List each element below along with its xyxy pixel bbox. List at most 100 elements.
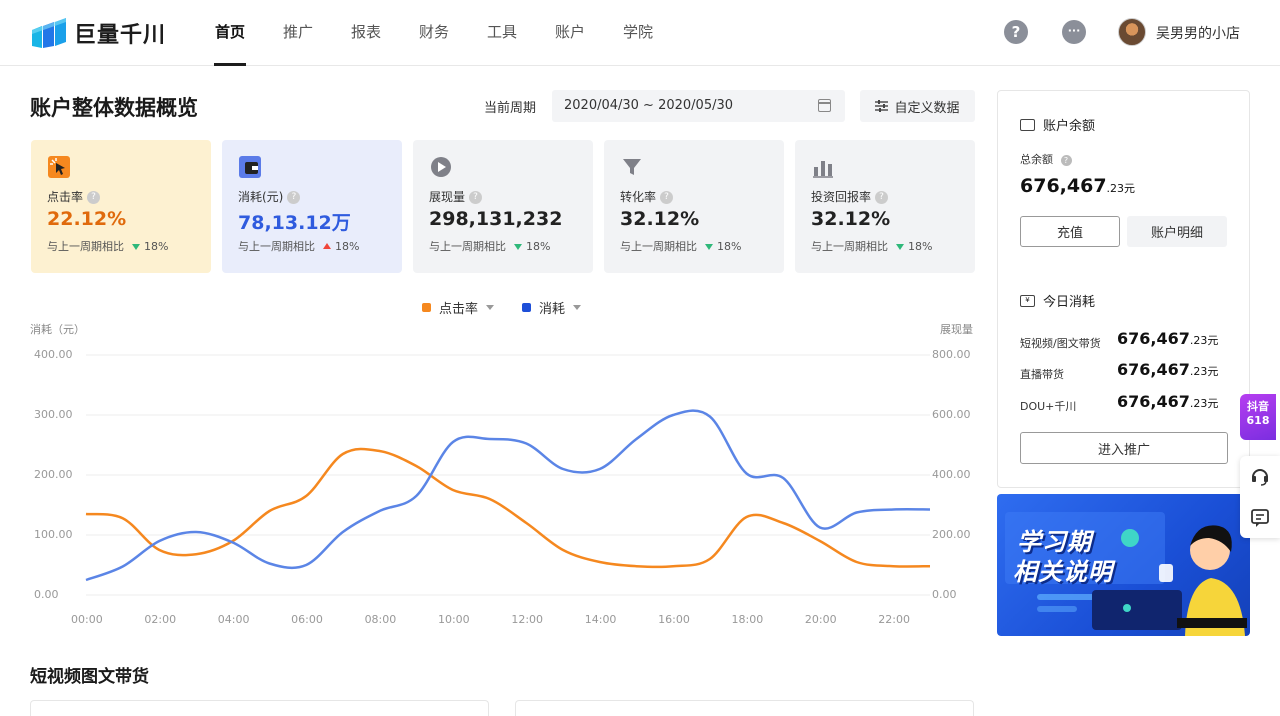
metric-label: 点击率? xyxy=(47,188,101,205)
x-tick: 18:00 xyxy=(731,613,764,626)
arrow-down-icon xyxy=(896,244,904,250)
legend-label-ctr: 点击率 xyxy=(439,302,479,317)
message-icon[interactable]: ··· xyxy=(1062,20,1086,44)
nav-item[interactable]: 工具 xyxy=(486,23,517,41)
y-axis-right-title: 展现量 xyxy=(940,323,973,336)
date-range-picker[interactable]: 2020/04/30 ~ 2020/05/30 xyxy=(552,90,845,122)
metric-label: 消耗(元)? xyxy=(238,188,301,205)
x-tick: 04:00 xyxy=(217,613,250,626)
amount-int: 676,467 xyxy=(1117,360,1190,379)
feedback-icon[interactable] xyxy=(1250,508,1270,528)
avatar[interactable] xyxy=(1118,18,1146,46)
section-title: 短视频图文带货 xyxy=(30,667,149,687)
y-axis-left-title: 消耗（元） xyxy=(30,323,85,336)
question-icon[interactable]: ? xyxy=(660,191,674,204)
metric-label-text: 投资回报率 xyxy=(811,190,872,204)
question-icon[interactable]: ? xyxy=(287,191,301,204)
brand-name: 巨量千川 xyxy=(74,23,167,48)
side-toolbar xyxy=(1240,456,1280,538)
y-left-tick: 0.00 xyxy=(34,588,59,601)
metric-value: 298,131,232 xyxy=(429,208,563,230)
user-name[interactable]: 吴男男的小店 xyxy=(1156,26,1240,42)
total-balance-value: 676,467.23元 xyxy=(1020,175,1135,197)
metric-value: 32.12% xyxy=(620,208,700,230)
metric-compare-text: 与上一周期相比 xyxy=(238,240,315,253)
nav-item[interactable]: 报表 xyxy=(350,23,381,41)
x-tick: 00:00 xyxy=(71,613,103,626)
legend-item-cost[interactable]: 消耗 xyxy=(522,298,582,317)
metric-label-text: 展现量 xyxy=(429,190,466,204)
x-tick: 02:00 xyxy=(144,613,177,626)
wallet-icon xyxy=(239,156,261,178)
metric-card[interactable]: 点击率? 22.12% 与上一周期相比 18% xyxy=(31,140,211,273)
legend-swatch-ctr xyxy=(422,303,431,312)
x-tick: 16:00 xyxy=(658,613,690,626)
logo-icon xyxy=(32,18,66,48)
y-right-tick: 600.00 xyxy=(932,408,971,421)
custom-data-button[interactable]: 自定义数据 xyxy=(860,90,975,122)
y-left-tick: 300.00 xyxy=(34,408,73,421)
metric-card[interactable]: 投资回报率? 32.12% 与上一周期相比 18% xyxy=(795,140,975,273)
enter-promotion-button[interactable]: 进入推广 xyxy=(1020,432,1228,464)
douyin-618-badge[interactable]: 抖音618 xyxy=(1240,394,1276,440)
click-icon xyxy=(48,156,70,178)
metric-compare-text: 与上一周期相比 xyxy=(620,240,697,253)
legend-item-ctr[interactable]: 点击率 xyxy=(422,298,495,317)
today-row-label: 短视频/图文带货 xyxy=(1020,337,1101,350)
nav-item[interactable]: 财务 xyxy=(418,23,449,41)
calendar-icon xyxy=(818,99,831,112)
nav-item[interactable]: 推广 xyxy=(282,23,313,41)
metric-compare: 与上一周期相比 18% xyxy=(238,238,359,254)
x-tick: 08:00 xyxy=(364,613,397,626)
nav-item[interactable]: 首页 xyxy=(196,0,264,66)
x-tick: 10:00 xyxy=(437,613,470,626)
today-cost-title-text: 今日消耗 xyxy=(1043,295,1096,310)
chevron-down-icon xyxy=(573,305,582,310)
arrow-down-icon xyxy=(514,244,522,250)
metric-label-text: 转化率 xyxy=(620,190,657,204)
x-tick: 06:00 xyxy=(291,613,323,626)
series-line-1[interactable] xyxy=(85,409,931,582)
arrow-up-icon xyxy=(323,243,331,249)
metric-card[interactable]: 消耗(元)? 78,13.12万 与上一周期相比 18% xyxy=(222,140,402,273)
legend-label-cost: 消耗 xyxy=(539,302,566,317)
learning-banner[interactable]: 学习期 相关说明 xyxy=(997,494,1250,636)
amount-unit: 元 xyxy=(1207,334,1219,347)
nav-item[interactable]: 学院 xyxy=(622,23,653,41)
total-balance-unit: 元 xyxy=(1124,182,1136,195)
metric-label-text: 点击率 xyxy=(47,190,84,204)
y-right-tick: 0.00 xyxy=(932,588,957,601)
total-balance-int: 676,467 xyxy=(1020,175,1107,197)
logo[interactable]: 巨量千川 xyxy=(30,16,166,50)
help-icon[interactable]: ? xyxy=(1004,20,1028,44)
metric-compare: 与上一周期相比 18% xyxy=(620,238,741,254)
period-label: 当前周期 xyxy=(484,101,537,116)
wallet-icon xyxy=(1020,118,1035,131)
y-left-tick: 200.00 xyxy=(34,468,73,481)
account-panel: 账户余额 总余额 ? 676,467.23元 充值 账户明细 ¥ 今日消耗 短视… xyxy=(997,90,1250,488)
question-icon[interactable]: ? xyxy=(469,191,483,204)
headset-icon[interactable] xyxy=(1250,466,1270,486)
amount-unit: 元 xyxy=(1207,365,1219,378)
arrow-down-icon xyxy=(705,244,713,250)
metric-card[interactable]: 转化率? 32.12% 与上一周期相比 18% xyxy=(604,140,784,273)
amount-unit: 元 xyxy=(1207,397,1219,410)
total-balance-label-text: 总余额 xyxy=(1020,153,1053,166)
question-icon[interactable]: ? xyxy=(1060,155,1072,166)
amount-dec: .23 xyxy=(1189,365,1208,378)
account-detail-button[interactable]: 账户明细 xyxy=(1127,216,1227,247)
nav-item[interactable]: 账户 xyxy=(554,23,585,41)
arrow-down-icon xyxy=(132,244,140,250)
amount-dec: .23 xyxy=(1189,397,1208,410)
today-row-amount: 676,467.23元 xyxy=(1117,392,1218,411)
question-icon[interactable]: ? xyxy=(87,191,101,204)
series-line-0[interactable] xyxy=(85,447,931,569)
amount-int: 676,467 xyxy=(1117,392,1190,411)
yen-icon: ¥ xyxy=(1020,294,1035,307)
recharge-button[interactable]: 充值 xyxy=(1020,216,1120,247)
question-icon[interactable]: ? xyxy=(875,191,889,204)
metric-card[interactable]: 展现量? 298,131,232 与上一周期相比 18% xyxy=(413,140,593,273)
play-icon xyxy=(431,157,451,177)
amount-dec: .23 xyxy=(1189,334,1208,347)
date-range-value: 2020/04/30 ~ 2020/05/30 xyxy=(564,98,734,113)
